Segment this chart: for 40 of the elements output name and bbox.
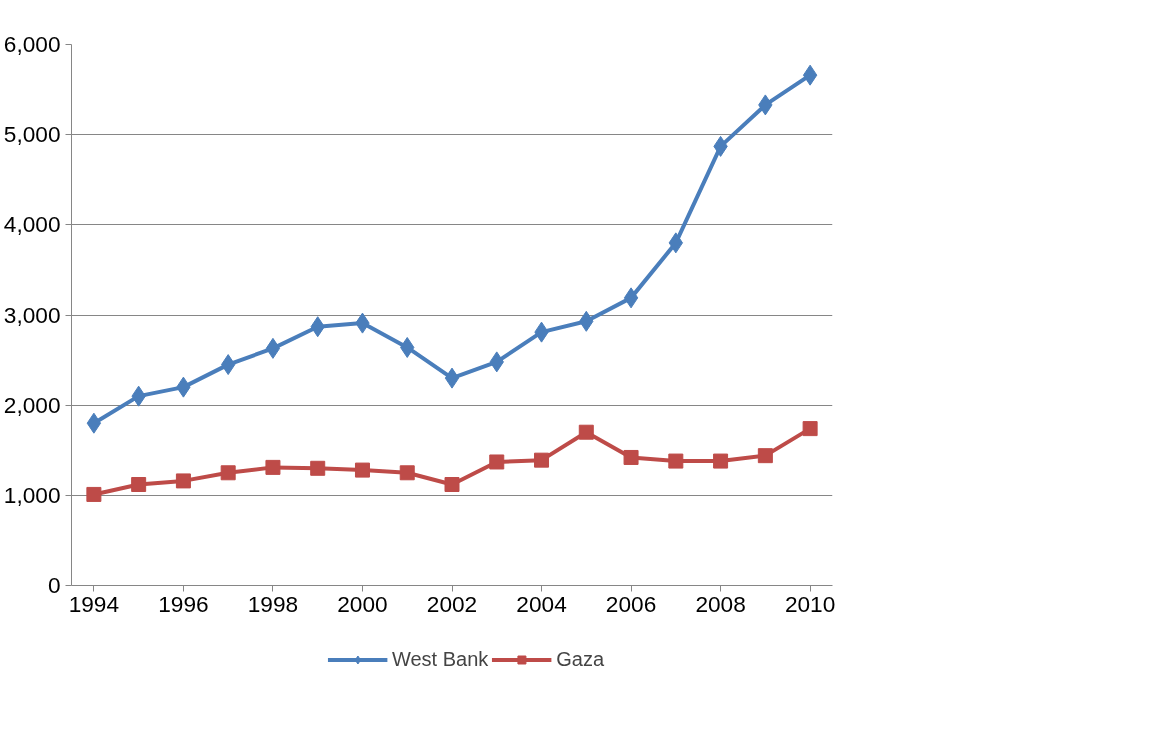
point — [802, 64, 818, 86]
point — [175, 473, 191, 489]
x-tick-label: 2000 — [337, 590, 388, 617]
y-tick-label: 4,000 — [3, 211, 61, 238]
point — [444, 477, 460, 493]
point — [131, 477, 147, 493]
point — [623, 449, 639, 465]
point — [399, 465, 415, 481]
y-tick-label: 1,000 — [3, 481, 61, 508]
point — [265, 337, 281, 359]
point — [444, 367, 460, 389]
point — [713, 453, 729, 469]
y-tick-label: 6,000 — [3, 31, 61, 57]
point — [86, 486, 102, 502]
x-tick-label: 2002 — [426, 590, 478, 617]
point — [489, 454, 505, 470]
point — [86, 412, 102, 434]
point — [310, 460, 326, 476]
y-tick-label: 0 — [47, 572, 61, 598]
legend-label: Gaza — [556, 647, 605, 671]
point — [220, 465, 236, 481]
point — [623, 287, 639, 309]
point — [757, 448, 773, 464]
x-tick-label: 2008 — [695, 590, 746, 617]
point — [802, 421, 818, 437]
point — [354, 462, 370, 478]
x-tick-label: 2010 — [784, 590, 836, 617]
x-tick-label: 2006 — [605, 590, 657, 617]
x-tick-label: 1998 — [247, 590, 299, 617]
point — [534, 452, 550, 468]
point — [265, 459, 281, 475]
y-tick-label: 2,000 — [3, 391, 61, 418]
y-tick-label: 5,000 — [3, 121, 61, 148]
x-tick-label: 2004 — [516, 590, 567, 617]
y-tick-label: 3,000 — [3, 301, 61, 328]
point — [668, 453, 684, 469]
point — [578, 424, 594, 440]
legend-label: West Bank — [391, 647, 489, 671]
x-tick-label: 1996 — [158, 590, 209, 617]
x-tick-label: 1994 — [68, 590, 120, 617]
